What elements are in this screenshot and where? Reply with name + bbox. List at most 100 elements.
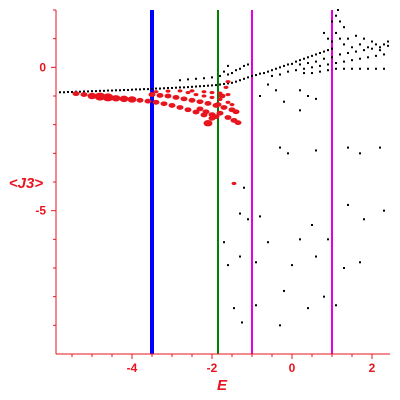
data-point [239,255,241,258]
data-point [79,90,81,93]
data-point [160,101,168,107]
data-point [335,304,337,307]
data-point [355,50,357,53]
data-point [231,181,237,186]
data-point [363,218,365,221]
data-point [155,87,157,90]
data-point [347,52,349,54]
x-tick-label: -2 [207,361,218,375]
data-point [323,50,325,53]
data-point [151,87,153,90]
data-point [180,96,188,102]
data-point [241,321,243,324]
data-point [209,90,215,95]
data-point [156,93,164,98]
data-point [227,64,229,67]
data-point [247,218,249,221]
data-point [343,26,345,29]
data-point [315,53,317,56]
data-point [343,67,345,70]
data-point [67,90,69,93]
data-point [303,67,305,70]
data-point [87,90,89,93]
data-point [383,67,385,70]
data-point [311,54,313,57]
data-point [184,107,192,113]
x-tick-label: 0 [289,361,296,375]
data-point [291,62,293,65]
data-point [299,238,301,241]
data-point [359,43,361,46]
data-point [176,105,184,110]
data-point [307,307,309,310]
data-point [283,100,285,103]
data-point [299,59,301,62]
data-point [323,295,325,298]
data-point [233,307,235,310]
data-point [303,57,305,60]
data-point [203,77,205,80]
data-point [283,64,285,67]
data-point [383,43,385,46]
data-point [263,72,265,75]
data-point [209,95,215,100]
data-point [375,67,377,70]
data-point [127,96,137,103]
data-point [327,63,329,66]
data-point [217,97,223,102]
data-point [267,70,269,73]
data-point [139,88,141,91]
data-point [323,57,325,60]
data-point [227,82,229,85]
data-point [185,90,191,95]
data-point [231,81,233,84]
x-axis-label: E [217,377,228,394]
data-point [225,80,231,84]
data-point [371,40,373,43]
data-point [63,91,65,94]
data-point [299,89,301,92]
data-point [243,77,245,80]
data-point [247,63,249,66]
data-point [119,89,121,92]
data-point [147,88,149,91]
data-point [337,9,339,11]
data-point [177,89,183,93]
data-point [383,209,385,212]
data-point [379,46,381,49]
data-point [239,67,241,70]
data-point [363,37,365,40]
data-point [363,49,365,52]
y-tick-label: -5 [35,204,46,218]
data-point [235,69,237,72]
data-point [343,267,345,269]
data-point [167,86,169,89]
data-point [223,241,225,244]
data-point [383,53,385,56]
data-point [152,99,160,105]
data-point [102,93,114,102]
data-point [367,67,369,70]
data-point [212,114,220,120]
data-point [235,80,237,83]
data-point [231,72,233,75]
data-point [347,37,349,40]
data-point [201,90,207,94]
data-point [191,85,193,88]
data-point [179,79,181,82]
data-point [227,264,229,267]
data-point [224,115,232,120]
data-point [243,64,245,67]
x-tick-label: -4 [127,361,138,375]
data-point [319,52,321,54]
data-point [347,203,349,206]
data-point [347,146,349,149]
data-point [131,88,133,91]
data-point [307,56,309,59]
data-point [291,264,293,267]
data-point [107,89,109,92]
data-point [204,101,212,106]
data-point [335,62,337,65]
data-point [275,89,277,92]
